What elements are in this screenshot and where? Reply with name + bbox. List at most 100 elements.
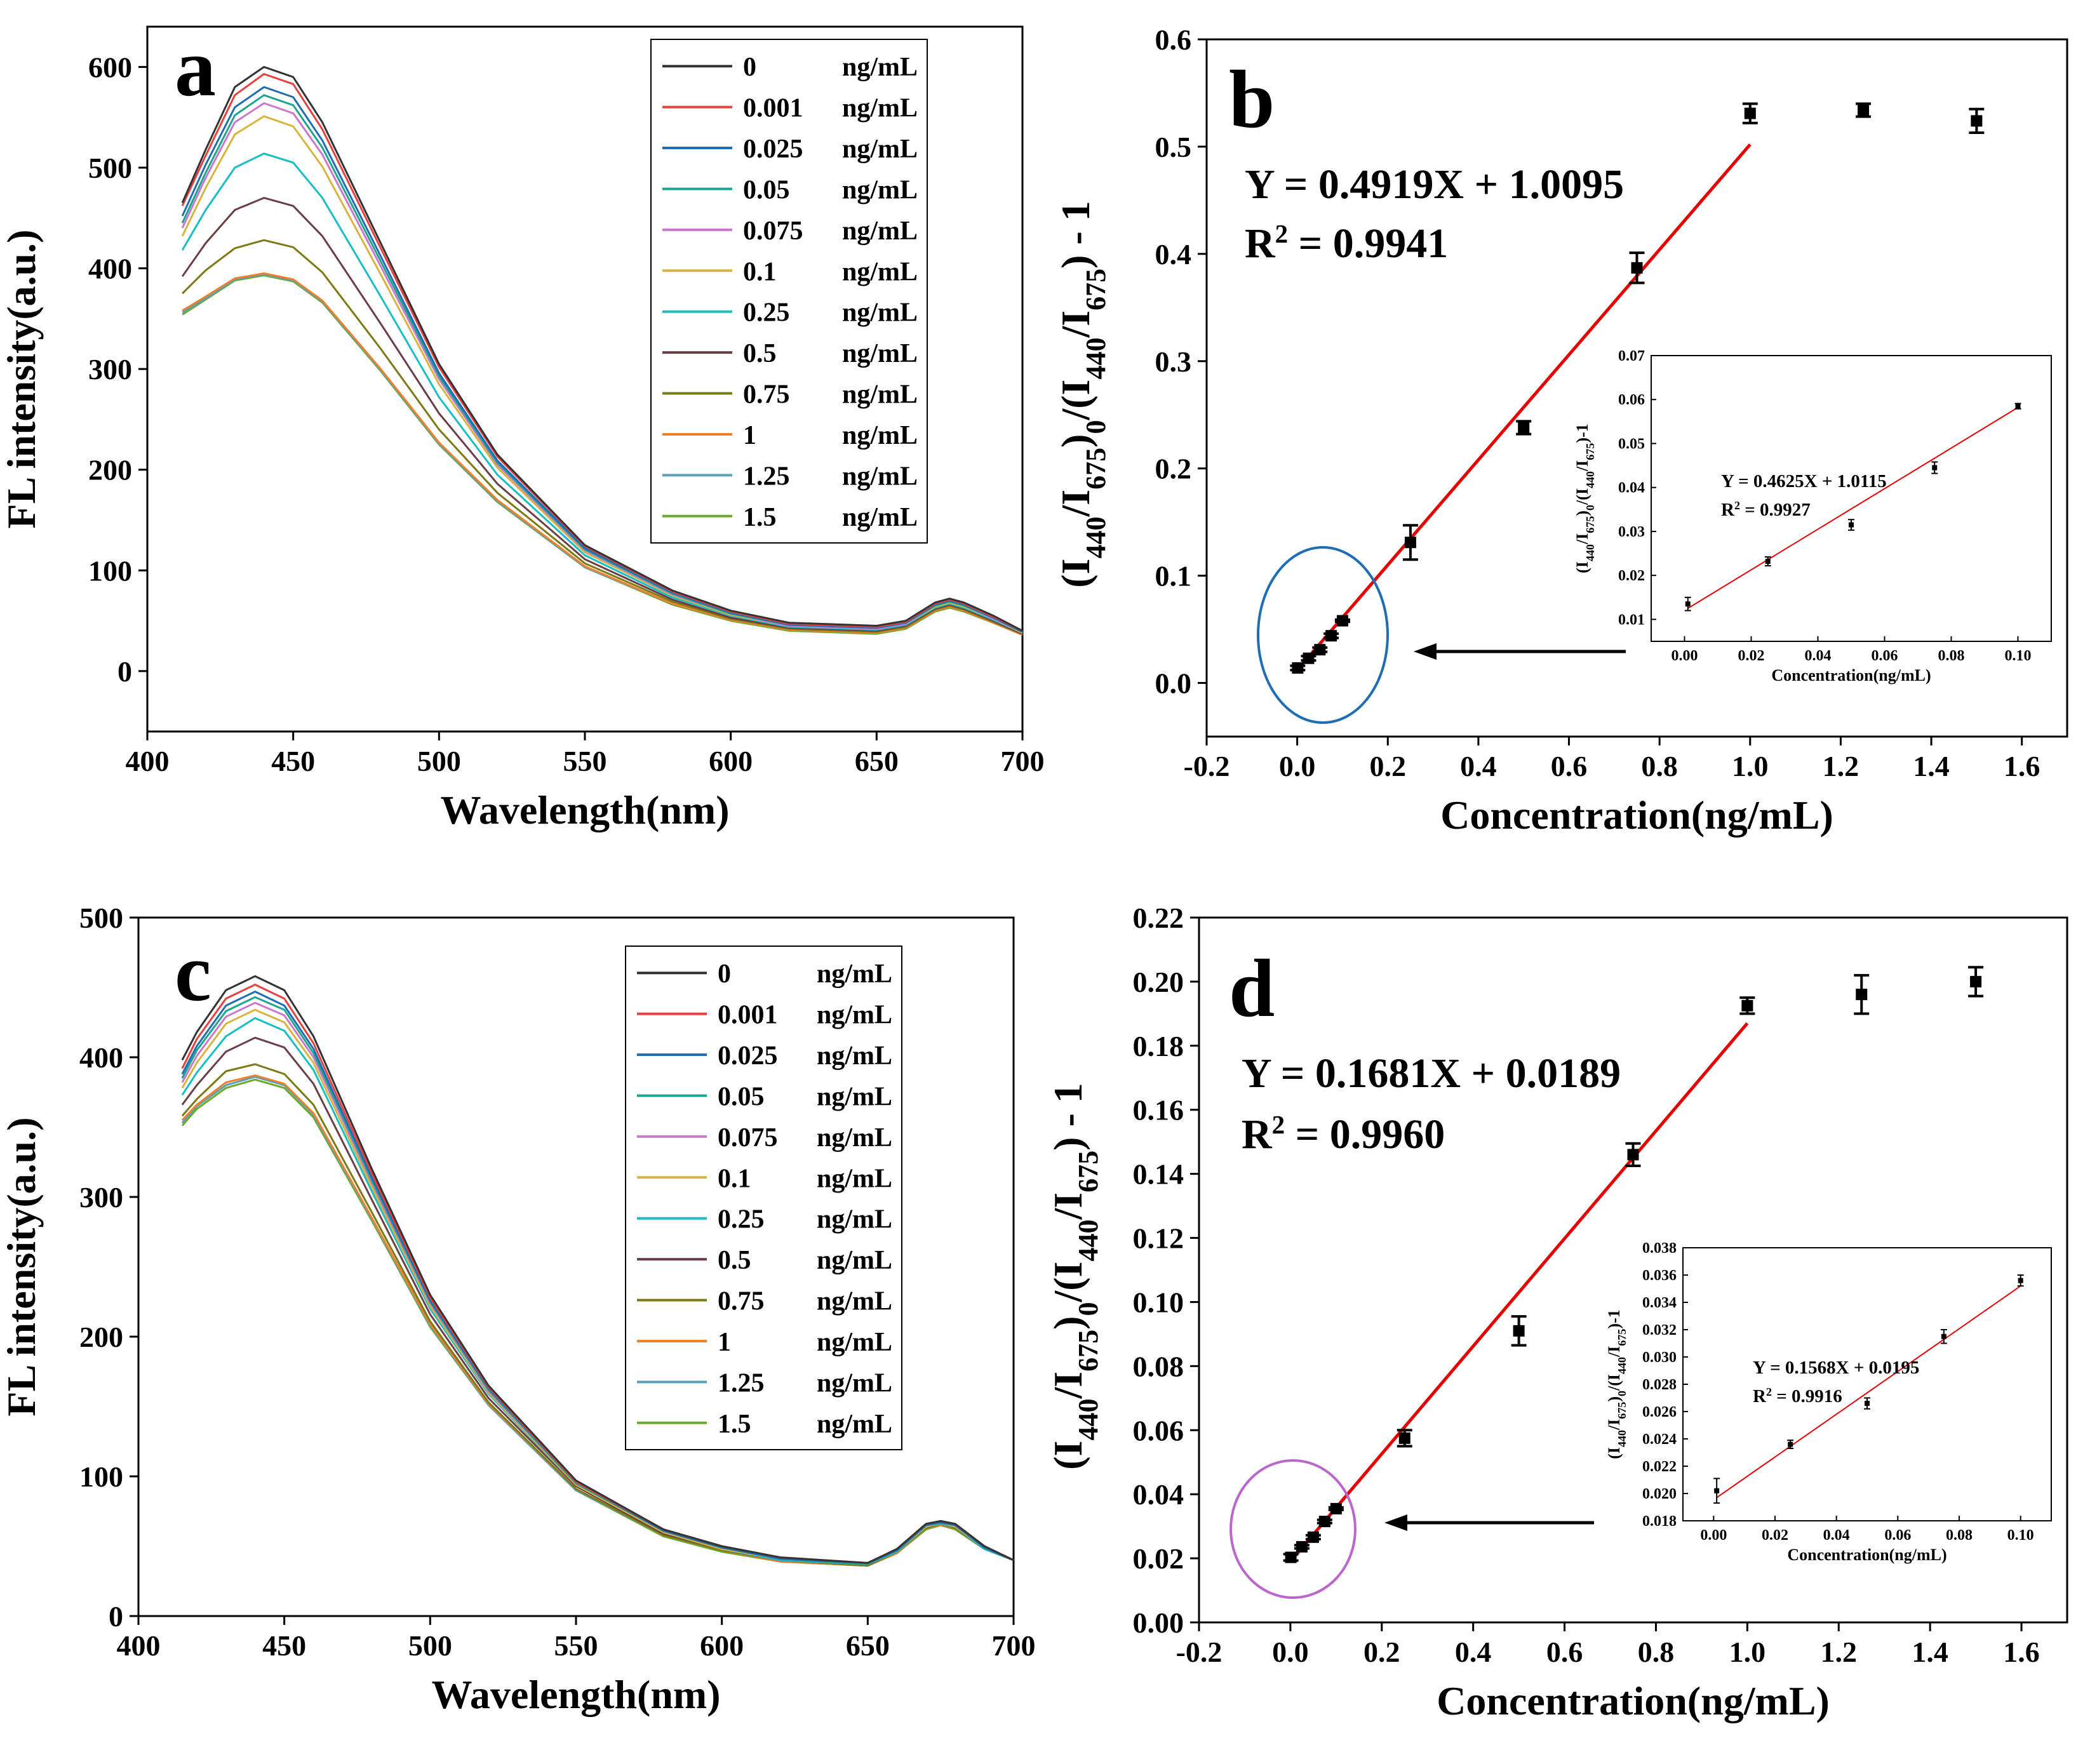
inset-x-tick-label: 0.10 bbox=[2005, 648, 2032, 664]
legend-label: 0.001 bbox=[718, 1001, 778, 1030]
r2-value: = 0.9941 bbox=[1288, 220, 1448, 267]
data-point bbox=[1971, 115, 1983, 127]
legend-label: 0.5 bbox=[718, 1246, 751, 1275]
series-line-0 bbox=[181, 65, 1023, 632]
inset-y-tick-label: 0.034 bbox=[1642, 1295, 1677, 1311]
r2-symbol: R bbox=[1245, 220, 1276, 267]
r-squared: R2 = 0.9960 bbox=[1242, 1110, 1445, 1158]
ylabel-subscript: 675 bbox=[1073, 1151, 1104, 1193]
x-tick-label: 400 bbox=[126, 745, 170, 777]
r2-symbol: R bbox=[1242, 1111, 1273, 1158]
r-squared: R2 = 0.9941 bbox=[1245, 219, 1448, 267]
y-tick-label: 0.02 bbox=[1133, 1542, 1184, 1575]
series-line-0.25 bbox=[181, 152, 1023, 634]
panel-letter: c bbox=[175, 927, 211, 1019]
inset-y-tick-label: 0.030 bbox=[1642, 1349, 1677, 1366]
series-line-1 bbox=[182, 272, 1023, 636]
data-point bbox=[1741, 999, 1753, 1012]
panel-letter: a bbox=[175, 22, 216, 114]
legend-unit: ng/mL bbox=[817, 1410, 892, 1439]
legend-box bbox=[625, 945, 902, 1450]
x-axis-label: Concentration(ng/mL) bbox=[1440, 792, 1833, 838]
ylabel-subscript: 675 bbox=[1080, 448, 1111, 490]
fit-line bbox=[1296, 143, 1752, 671]
y-tick-label: 0 bbox=[109, 1600, 123, 1633]
inset-y-tick-label: 0.028 bbox=[1642, 1377, 1677, 1393]
ylabel-subscript: 675 bbox=[1616, 1402, 1628, 1419]
inset-x-tick-label: 0.06 bbox=[1884, 1527, 1911, 1544]
x-axis-label: Concentration(ng/mL) bbox=[1437, 1678, 1830, 1723]
ylabel-subscript: 440 bbox=[1080, 517, 1111, 559]
y-tick-label: 0 bbox=[117, 655, 132, 688]
inset-y-tick-label: 0.01 bbox=[1618, 611, 1645, 628]
ylabel-part: ) - 1 bbox=[1053, 201, 1098, 269]
y-axis-label: (I440/I675)0/(I440/I675) - 1 bbox=[1053, 201, 1111, 588]
inset-y-tick-label: 0.038 bbox=[1642, 1240, 1677, 1257]
ylabel-part: /I bbox=[1573, 533, 1591, 545]
series-line-0.75 bbox=[182, 239, 1023, 635]
inset-y-tick-label: 0.018 bbox=[1642, 1513, 1677, 1530]
ylabel-part: ) bbox=[1605, 1396, 1623, 1402]
panel-c: 400 450 500 550 600 650 700 0 100 200 300 400 500 Wav… bbox=[0, 902, 1036, 1717]
x-tick-label: 0.0 bbox=[1279, 750, 1316, 782]
ylabel-part: /(I bbox=[1045, 1262, 1090, 1303]
y-tick-label: 300 bbox=[79, 1181, 123, 1213]
inset-y-tick-label: 0.02 bbox=[1618, 568, 1645, 584]
legend-label: 0.75 bbox=[718, 1287, 765, 1316]
inset-fit-equation: Y = 0.4625X + 1.0115 bbox=[1721, 471, 1887, 491]
legend-unit: ng/mL bbox=[842, 380, 918, 410]
data-point bbox=[1336, 615, 1348, 627]
panel-b-frame bbox=[1205, 38, 2068, 738]
x-tick-label: 0.2 bbox=[1363, 1636, 1400, 1668]
inset-y-tick-label: 0.06 bbox=[1618, 392, 1645, 408]
inset-x-tick-label: 0.04 bbox=[1823, 1527, 1850, 1544]
x-tick-label: 550 bbox=[554, 1629, 598, 1662]
r2-superscript: 2 bbox=[1275, 219, 1289, 248]
inset-y-axis-label: (I440/I675)0/(I440/I675)-1 bbox=[1573, 424, 1597, 573]
r2-symbol: R bbox=[1753, 1386, 1767, 1407]
legend-label: 0.075 bbox=[743, 217, 803, 246]
inset-x-axis-label: Concentration(ng/mL) bbox=[1771, 666, 1931, 685]
ylabel-part: (I bbox=[1605, 1447, 1623, 1459]
series-line-0.025 bbox=[181, 86, 1023, 633]
y-tick-label: 0.04 bbox=[1133, 1478, 1184, 1511]
x-tick-label: 0.4 bbox=[1460, 750, 1497, 782]
ylabel-subscript: 0 bbox=[1073, 1302, 1104, 1316]
inset-data-point bbox=[1849, 522, 1854, 528]
ylabel-subscript: 675 bbox=[1616, 1329, 1628, 1346]
ylabel-part: /I bbox=[1573, 460, 1591, 472]
highlight-ellipse bbox=[1257, 546, 1389, 724]
legend-unit: ng/mL bbox=[817, 1123, 892, 1153]
legend-label: 0.075 bbox=[718, 1123, 778, 1153]
inset-r-squared: R2 = 0.9927 bbox=[1721, 499, 1811, 520]
y-tick-label: 0.3 bbox=[1155, 345, 1192, 378]
y-axis-label: (I440/I675)0/(I440/I675) - 1 bbox=[1045, 1083, 1104, 1470]
inset: 0.00 0.02 0.04 0.06 0.08 0.10 0.018 0.020 0.022 0… bbox=[1605, 1240, 2052, 1564]
data-point bbox=[1404, 537, 1416, 549]
x-tick-label: 500 bbox=[417, 745, 461, 777]
inset-y-tick-label: 0.032 bbox=[1642, 1322, 1677, 1339]
data-point bbox=[1330, 1502, 1342, 1514]
y-tick-label: 0.14 bbox=[1133, 1158, 1184, 1191]
legend-label: 0 bbox=[743, 53, 756, 82]
data-point bbox=[1325, 630, 1337, 642]
legend-label: 1 bbox=[743, 421, 756, 450]
y-tick-label: 500 bbox=[88, 152, 132, 184]
panel-a: 400 450 500 550 600 650 700 0 100 200 300 400 500 600… bbox=[0, 22, 1045, 832]
legend-label: 0.1 bbox=[743, 257, 777, 286]
inset-data-point bbox=[2018, 1278, 2023, 1283]
legend-unit: ng/mL bbox=[817, 959, 892, 989]
legend-unit: ng/mL bbox=[842, 135, 918, 164]
r2-superscript: 2 bbox=[1272, 1110, 1285, 1139]
y-tick-label: 0.0 bbox=[1155, 667, 1192, 700]
inset-frame bbox=[1651, 355, 2052, 642]
inset-y-tick-label: 0.04 bbox=[1618, 480, 1645, 497]
ylabel-part: (I bbox=[1045, 1441, 1090, 1470]
y-tick-label: 0.6 bbox=[1155, 23, 1192, 56]
x-tick-label: 600 bbox=[709, 745, 753, 777]
r2-superscript: 2 bbox=[1766, 1386, 1772, 1398]
y-tick-label: 500 bbox=[79, 902, 123, 934]
legend-unit: ng/mL bbox=[817, 1041, 892, 1071]
ylabel-part: /(I bbox=[1605, 1374, 1623, 1391]
